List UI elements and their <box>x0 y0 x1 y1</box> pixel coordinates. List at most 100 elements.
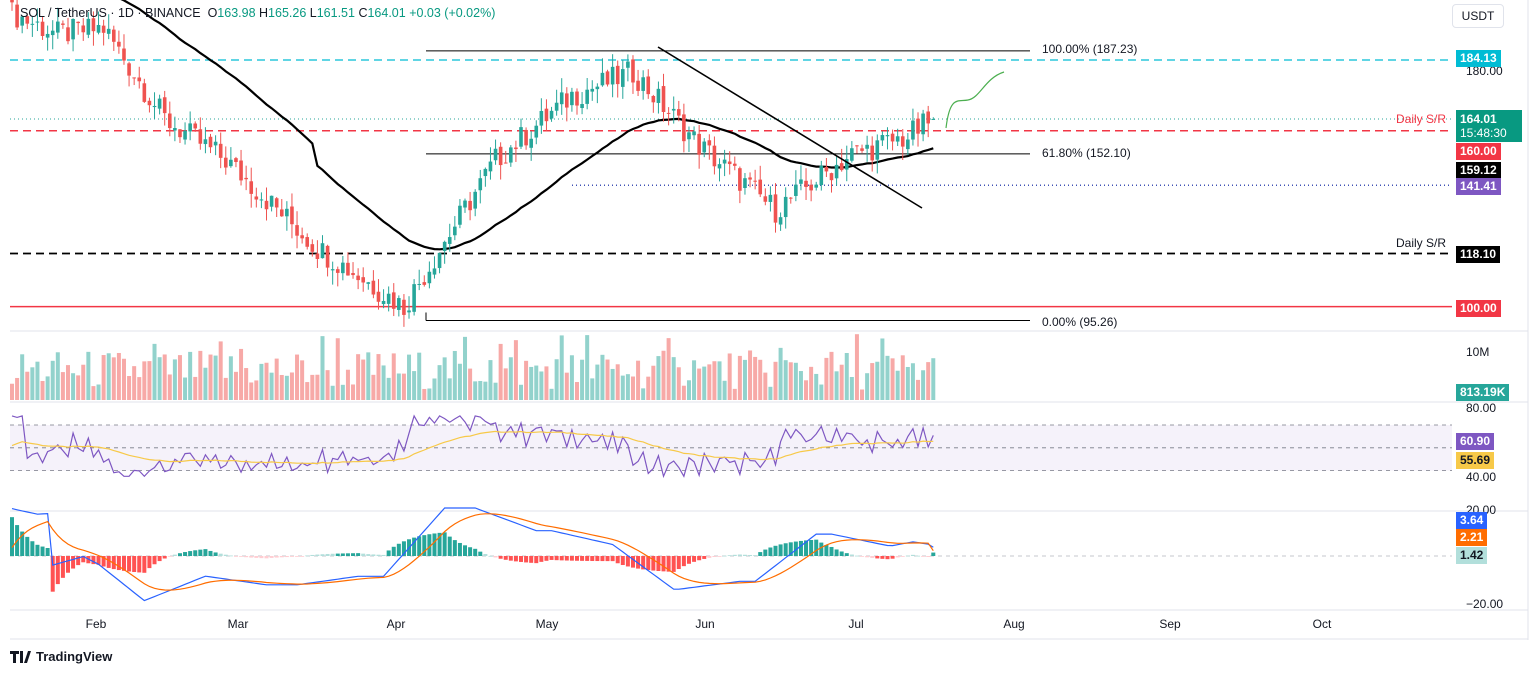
volume-bar <box>483 381 488 400</box>
macd-histogram-bar <box>45 548 50 556</box>
volume-bar <box>804 380 809 400</box>
macd-histogram-bar <box>839 551 844 556</box>
volume-bar <box>300 360 305 400</box>
candle-body <box>911 120 915 140</box>
macd-histogram-bar <box>697 556 702 561</box>
candle-body <box>646 76 651 95</box>
candle-body <box>417 283 421 285</box>
candle-body <box>137 77 142 82</box>
volume-bar <box>865 373 870 400</box>
candle-body <box>687 132 691 140</box>
candle-body <box>407 310 411 313</box>
volume-bar <box>524 360 529 400</box>
candle-body <box>488 161 493 172</box>
volume-tag: 813.19K <box>1456 384 1510 401</box>
candle-body <box>147 100 152 106</box>
volume-bar <box>712 361 717 400</box>
macd-histogram-bar <box>539 556 544 562</box>
last-price: 164.01 <box>1460 112 1497 126</box>
volume-bar <box>91 386 96 400</box>
daily-sr-label-top[interactable]: Daily S/R <box>1396 112 1447 126</box>
macd-histogram-bar <box>793 541 798 556</box>
candle-body <box>829 173 834 181</box>
macd-histogram-bar <box>737 554 742 556</box>
macd-histogram-bar <box>447 536 452 556</box>
macd-histogram-bar <box>605 556 610 562</box>
candle-body <box>697 133 701 155</box>
volume-bar <box>345 369 350 400</box>
volume-bar <box>544 366 549 400</box>
volume-bar <box>580 359 585 400</box>
symbol-header: SOL / TetherUS · 1D · BINANCE O163.98 H1… <box>20 6 496 20</box>
macd-histogram-bar <box>381 554 386 556</box>
macd-histogram-bar <box>636 556 641 569</box>
macd-histogram-bar <box>193 550 198 556</box>
candle-body <box>397 298 401 310</box>
volume-bar <box>167 374 172 400</box>
volume-bar <box>636 360 641 400</box>
volume-bar <box>127 376 132 400</box>
volume-bar <box>274 358 279 400</box>
currency-button[interactable]: USDT <box>1452 4 1504 28</box>
candle-body <box>503 162 508 164</box>
rsi-panel <box>10 414 1452 479</box>
volume-bar <box>264 362 269 400</box>
volume-bar <box>239 348 244 400</box>
fib-0-label[interactable]: 0.00% (95.26) <box>1042 315 1118 329</box>
volume-bar <box>71 373 76 400</box>
volume-bar <box>717 361 722 400</box>
fib-100-label[interactable]: 100.00% (187.23) <box>1042 42 1138 56</box>
macd-histogram-bar <box>162 556 167 559</box>
volume-bar <box>401 373 406 400</box>
level-lines <box>10 50 1452 321</box>
projection-path <box>945 71 1005 129</box>
macd-histogram-bar <box>625 556 630 567</box>
volume-bar <box>432 378 437 400</box>
price-tag-160: 160.00 <box>1456 143 1501 160</box>
macd-histogram-bar <box>188 551 193 556</box>
volume-bar <box>152 343 157 400</box>
candle-body <box>483 168 488 177</box>
macd-histogram-bar <box>900 556 905 557</box>
volume-bar <box>371 374 376 400</box>
candle-body <box>783 196 788 218</box>
volume-bar <box>376 354 381 400</box>
macd-histogram-bar <box>391 546 396 556</box>
candle-body <box>325 245 330 268</box>
volume-bar <box>437 365 442 400</box>
volume-bar <box>605 359 610 400</box>
volume-bar <box>590 378 595 400</box>
symbol-name[interactable]: SOL / TetherUS · 1D · BINANCE <box>20 6 201 20</box>
volume-bar <box>386 377 391 400</box>
candle-body <box>96 24 101 33</box>
volume-bar <box>773 361 778 400</box>
volume-bar <box>697 368 702 400</box>
candle-body <box>218 143 223 158</box>
candle-body <box>50 30 55 36</box>
macd-histogram-bar <box>508 556 513 561</box>
volume-bar <box>457 363 462 400</box>
candle-body <box>112 29 116 42</box>
volume-bar <box>356 354 361 400</box>
candle-body <box>514 147 518 150</box>
tradingview-logo[interactable]: TradingView <box>10 649 112 664</box>
macd-histogram-bar <box>798 540 803 556</box>
candle-body <box>590 88 595 92</box>
candle-body <box>310 244 315 252</box>
candle-body <box>712 145 717 167</box>
macd-histogram-bar <box>564 556 569 561</box>
candle-body <box>300 235 304 239</box>
volume-bar <box>493 382 498 400</box>
macd-histogram-bar <box>651 556 656 571</box>
macd-histogram-bar <box>916 555 921 557</box>
candle-body <box>773 194 778 223</box>
fib-618-label[interactable]: 61.80% (152.10) <box>1042 146 1131 160</box>
volume-bar <box>676 367 681 400</box>
macd-histogram-bar <box>330 553 335 556</box>
daily-sr-label-bottom[interactable]: Daily S/R <box>1396 236 1447 250</box>
volume-bar <box>228 356 233 400</box>
macd-histogram-bar <box>25 536 30 556</box>
candle-body <box>142 83 147 102</box>
volume-bar <box>96 384 101 400</box>
